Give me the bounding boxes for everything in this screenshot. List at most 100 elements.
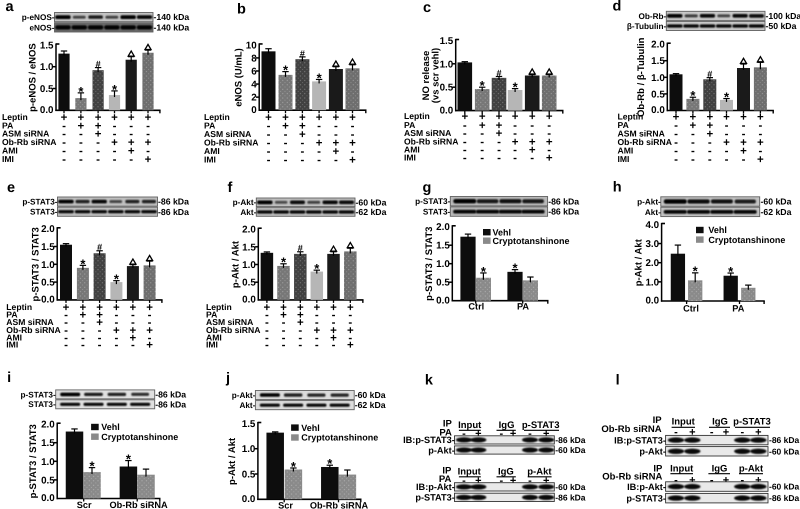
svg-text:Ob-Rb siRNA: Ob-Rb siRNA xyxy=(206,325,260,335)
svg-text:-: - xyxy=(674,474,678,486)
svg-text:+: + xyxy=(264,302,271,314)
svg-text:-: - xyxy=(267,129,271,141)
svg-text:p-Akt-: p-Akt- xyxy=(232,391,256,400)
svg-text:8: 8 xyxy=(251,53,257,64)
svg-text:+: + xyxy=(111,137,118,149)
svg-text:l: l xyxy=(616,373,620,389)
svg-text:AMI: AMI xyxy=(404,144,420,154)
svg-text:#: # xyxy=(298,243,303,253)
svg-text:-: - xyxy=(113,120,117,132)
svg-text:-: - xyxy=(317,121,321,133)
svg-text:-: - xyxy=(96,137,100,149)
svg-text:+: + xyxy=(146,340,153,352)
svg-text:+: + xyxy=(349,112,356,124)
svg-text:-: - xyxy=(480,137,484,149)
svg-text:-: - xyxy=(265,310,269,322)
svg-text:ASM siRNA: ASM siRNA xyxy=(404,128,451,138)
svg-text:IMI: IMI xyxy=(618,154,630,164)
svg-text:+: + xyxy=(95,112,102,124)
svg-text:AMI: AMI xyxy=(2,146,18,156)
svg-text:+: + xyxy=(130,325,137,337)
svg-text:d: d xyxy=(613,0,622,15)
svg-text:-: - xyxy=(691,137,695,149)
svg-text:2.0: 2.0 xyxy=(651,40,665,51)
svg-text:-: - xyxy=(758,129,762,141)
svg-text:-: - xyxy=(348,317,352,329)
svg-text:-86 kDa: -86 kDa xyxy=(158,207,189,217)
svg-text:ASM siRNA: ASM siRNA xyxy=(6,317,53,327)
svg-text:+: + xyxy=(61,112,68,124)
svg-text:#: # xyxy=(300,48,305,58)
svg-text:-: - xyxy=(267,121,271,133)
svg-text:+: + xyxy=(723,474,729,486)
svg-text:-: - xyxy=(463,137,467,149)
svg-text:p-Akt / Akt: p-Akt / Akt xyxy=(230,240,241,288)
svg-text:β-Tubulin-: β-Tubulin- xyxy=(627,22,667,31)
svg-text:-: - xyxy=(300,155,304,167)
svg-text:0.5: 0.5 xyxy=(242,470,256,481)
svg-text:eNOS (U/mL): eNOS (U/mL) xyxy=(234,48,245,107)
svg-text:p-STAT3-: p-STAT3- xyxy=(415,493,454,503)
svg-text:+: + xyxy=(496,120,503,132)
svg-text:-: - xyxy=(462,475,466,487)
svg-text:-: - xyxy=(758,120,762,132)
svg-text:+: + xyxy=(690,112,697,124)
svg-text:-: - xyxy=(113,154,117,166)
svg-text:-: - xyxy=(547,128,551,140)
svg-text:+: + xyxy=(113,325,120,337)
svg-text:-: - xyxy=(267,146,271,158)
svg-text:+: + xyxy=(280,310,287,322)
svg-text:0.0: 0.0 xyxy=(440,105,454,116)
svg-text:IMI: IMI xyxy=(2,154,14,164)
svg-text:Vehl: Vehl xyxy=(708,225,727,235)
svg-text:+: + xyxy=(333,138,340,150)
svg-text:-: - xyxy=(463,153,467,165)
svg-text:-: - xyxy=(265,332,269,344)
svg-text:+: + xyxy=(330,332,337,344)
svg-text:-: - xyxy=(691,146,695,158)
svg-text:1.5: 1.5 xyxy=(242,419,256,430)
svg-text:-: - xyxy=(463,128,467,140)
svg-text:1.5: 1.5 xyxy=(242,242,256,253)
svg-text:+: + xyxy=(479,111,486,123)
svg-text:#: # xyxy=(97,242,102,252)
svg-text:-: - xyxy=(98,332,102,344)
svg-text:-: - xyxy=(300,146,304,158)
svg-text:IB:p-STAT3-: IB:p-STAT3- xyxy=(403,435,455,445)
svg-text:-100 kDa: -100 kDa xyxy=(766,11,800,21)
svg-text:+: + xyxy=(496,111,503,123)
svg-text:-: - xyxy=(334,129,338,141)
svg-text:Ob-Rb siRNA: Ob-Rb siRNA xyxy=(310,501,369,509)
svg-text:+: + xyxy=(529,137,536,149)
svg-text:IP: IP xyxy=(443,419,453,430)
svg-text:1.0: 1.0 xyxy=(440,59,454,70)
svg-text:p-Akt / Akt: p-Akt / Akt xyxy=(227,437,238,485)
svg-text:0.5: 0.5 xyxy=(41,278,55,289)
svg-text:+: + xyxy=(755,427,761,439)
svg-text:p-STAT3-: p-STAT3- xyxy=(22,198,57,207)
svg-text:-50 kDa: -50 kDa xyxy=(766,21,797,31)
svg-text:+: + xyxy=(723,427,729,439)
svg-text:IgG: IgG xyxy=(712,464,728,475)
svg-text:-86 kDa: -86 kDa xyxy=(769,493,800,503)
svg-text:ASM siRNA: ASM siRNA xyxy=(618,129,665,139)
svg-text:*: * xyxy=(690,88,696,103)
svg-text:-: - xyxy=(81,340,85,352)
svg-text:c: c xyxy=(423,0,431,16)
svg-text:-: - xyxy=(334,121,338,133)
svg-text:eNOS-: eNOS- xyxy=(29,23,54,32)
svg-text:IMI: IMI xyxy=(206,340,218,350)
svg-text:+: + xyxy=(461,111,468,123)
svg-text:+: + xyxy=(757,112,764,124)
svg-text:1.5: 1.5 xyxy=(440,36,454,47)
svg-text:p-Akt-: p-Akt- xyxy=(233,198,257,207)
svg-text:-62 kDa: -62 kDa xyxy=(356,207,387,217)
svg-text:IMI: IMI xyxy=(204,155,216,165)
svg-text:2.0: 2.0 xyxy=(41,224,55,235)
svg-text:-: - xyxy=(708,137,712,149)
svg-text:-: - xyxy=(497,153,501,165)
svg-text:i: i xyxy=(7,370,11,386)
svg-text:-: - xyxy=(284,155,288,167)
svg-text:-: - xyxy=(691,154,695,166)
svg-text:Leptin: Leptin xyxy=(2,112,28,122)
